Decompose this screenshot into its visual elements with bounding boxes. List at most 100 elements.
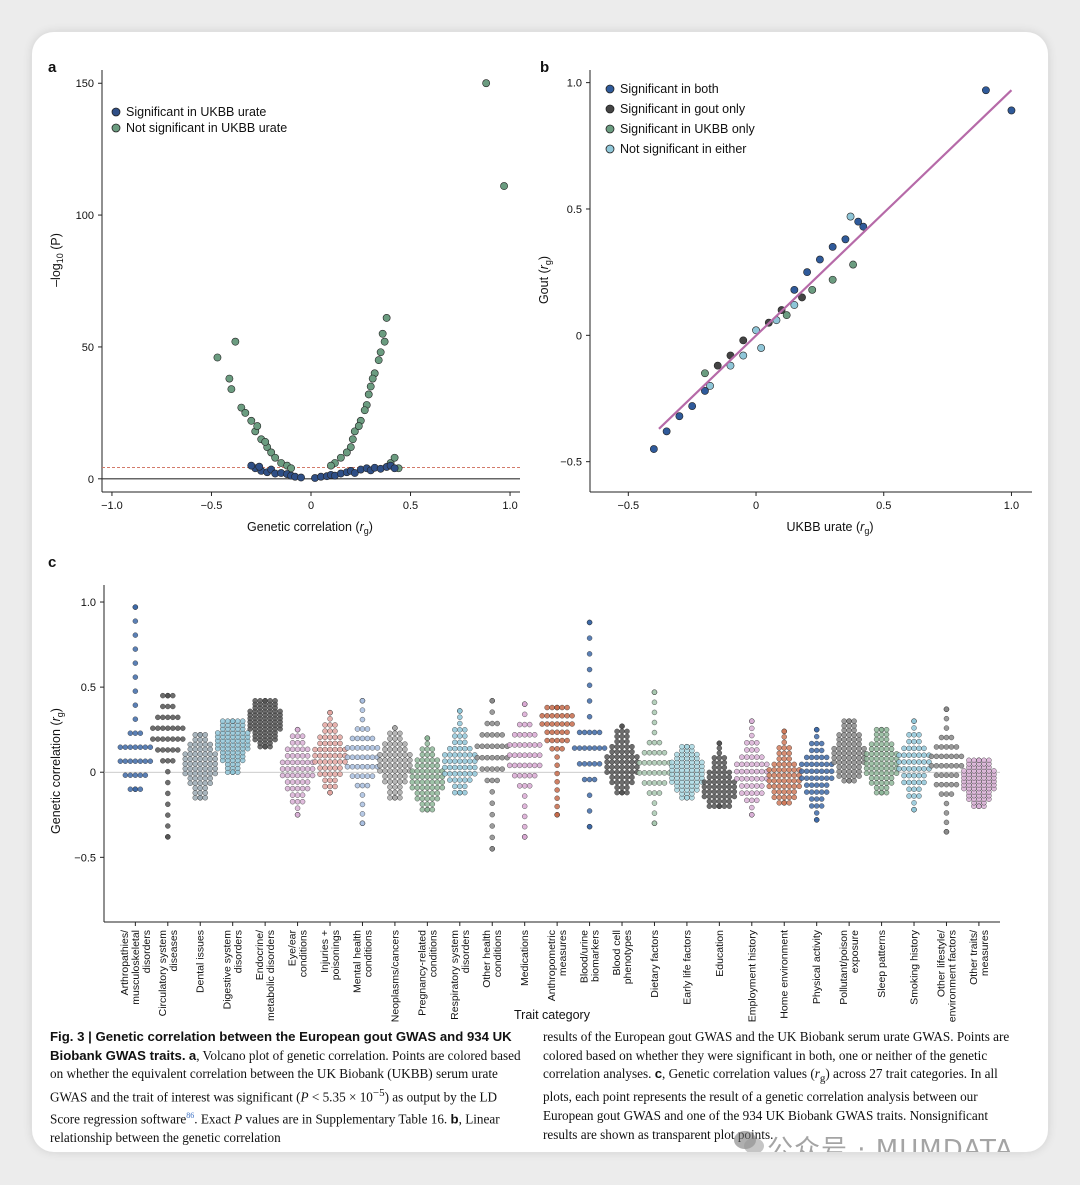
data-point [943, 791, 950, 797]
data-point [369, 773, 376, 779]
data-point [831, 755, 837, 761]
data-point [711, 798, 718, 805]
category-label-line: Neoplasms/cancers [389, 930, 401, 1022]
category-label-line: conditions [362, 930, 374, 977]
data-point [122, 758, 129, 764]
data-point [526, 772, 533, 779]
data-point [457, 752, 463, 758]
data-point [531, 732, 538, 738]
data-point-min [392, 795, 398, 801]
data-point [429, 790, 436, 796]
data-point [489, 823, 495, 829]
data-point [402, 746, 408, 753]
data-point [851, 723, 857, 729]
data-point [429, 768, 436, 774]
data-point [312, 753, 318, 759]
data-point [494, 766, 500, 772]
caption-a-text-3: ) as output by the LD Score regression s… [50, 1089, 498, 1127]
data-point [479, 732, 485, 738]
data-point [586, 682, 593, 688]
data-point [170, 758, 176, 764]
data-point [928, 763, 935, 769]
data-point [674, 751, 680, 758]
data-point [851, 732, 857, 738]
data-point-min [943, 829, 950, 835]
data-point [479, 743, 485, 749]
data-point [212, 756, 218, 762]
data-point [332, 765, 338, 771]
data-point [781, 778, 787, 784]
data-point-max [327, 709, 333, 716]
data-point [624, 749, 630, 755]
data-point [554, 787, 560, 793]
category-label-line: Eye/ear [287, 929, 299, 966]
data-point [883, 756, 890, 762]
data-point [132, 716, 139, 722]
data-point [202, 756, 208, 762]
data-point [279, 766, 286, 772]
data-point [484, 766, 490, 772]
data-point [457, 745, 463, 752]
data-point [873, 731, 880, 738]
data-point [749, 761, 755, 768]
data-point [619, 738, 625, 745]
legend-label-ukbb-only: Significant in UKBB only [620, 122, 756, 136]
data-point [294, 759, 301, 766]
data-point [197, 736, 203, 743]
data-point [675, 412, 684, 421]
data-point [863, 751, 870, 757]
category-label-line: measures [979, 930, 991, 976]
data-point [294, 772, 301, 779]
data-point [624, 779, 630, 786]
data-point [462, 752, 468, 758]
category-label-line: disorders [460, 930, 472, 973]
data-point [851, 768, 857, 775]
data-point [202, 790, 208, 796]
category-label-line: musculoskeletal [130, 930, 142, 1005]
data-point [604, 769, 610, 775]
data-point [883, 789, 890, 796]
y-tick-label: 1.0 [81, 597, 96, 609]
data-point [175, 714, 181, 721]
data-point [419, 806, 426, 813]
data-point [207, 775, 213, 782]
data-point [165, 823, 171, 829]
data-point [808, 775, 815, 781]
data-point [434, 784, 441, 791]
data-point [744, 761, 750, 768]
data-point [771, 767, 777, 773]
data-point [516, 732, 523, 738]
data-point [327, 753, 333, 759]
data-point [958, 763, 965, 769]
data-point [916, 793, 922, 799]
data-point [424, 779, 431, 785]
wechat-icon [734, 1131, 764, 1152]
data-point [165, 714, 171, 721]
data-point [165, 747, 171, 753]
data-point [309, 766, 316, 772]
data-point [392, 752, 398, 758]
caption-a-text-4: . Exact [194, 1111, 235, 1127]
data-point [390, 464, 399, 473]
data-point [160, 747, 166, 753]
data-point [921, 752, 927, 758]
data-point [187, 741, 193, 748]
data-point [332, 728, 338, 734]
data-point [187, 756, 193, 762]
data-point [382, 757, 388, 763]
data-point [457, 714, 463, 720]
data-point [661, 750, 668, 756]
data-point [873, 780, 880, 786]
data-point [419, 795, 426, 802]
category-label-line: Circulatory system [157, 930, 169, 1017]
data-point [474, 754, 480, 761]
citation-link[interactable]: 86 [186, 1110, 195, 1120]
data-point [846, 773, 852, 779]
data-point [439, 784, 446, 791]
data-point [726, 779, 733, 785]
data-point [759, 790, 765, 796]
data-point [651, 780, 658, 786]
data-point [359, 745, 366, 751]
data-point [132, 702, 139, 708]
data-point [841, 773, 847, 779]
